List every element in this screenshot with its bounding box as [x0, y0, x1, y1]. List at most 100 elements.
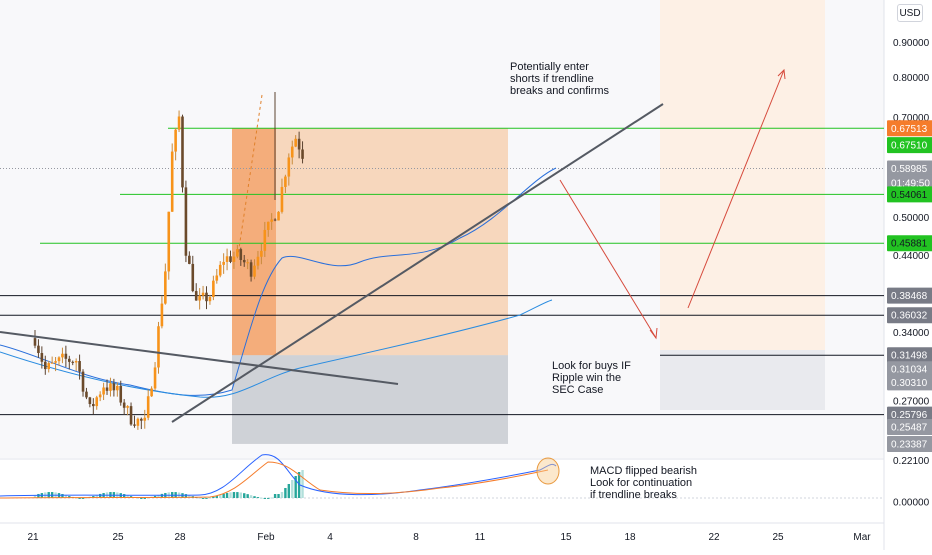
candle-body	[239, 249, 243, 260]
macd-histogram-bar	[98, 493, 102, 498]
macd-histogram-bar	[215, 495, 218, 498]
candle-body	[294, 138, 297, 147]
candle-body	[270, 219, 273, 222]
price-badge	[887, 406, 932, 423]
ma-short-line	[0, 167, 557, 396]
candle-body	[50, 362, 54, 364]
ascending-trendline	[171, 103, 664, 423]
price-badge	[887, 307, 932, 324]
macd-histogram-bar	[146, 497, 150, 499]
macd-histogram-bar	[208, 497, 212, 499]
candle-body	[170, 151, 174, 212]
candle-body	[112, 383, 116, 391]
candle-body	[98, 394, 102, 398]
time-tick-label: 15	[560, 532, 572, 543]
bearish-projection-arrow	[559, 179, 657, 339]
bullish-arrow-head	[777, 68, 786, 80]
price-badge	[887, 418, 932, 435]
annotation-text: Potentially enter	[510, 61, 589, 73]
macd-histogram-bar	[136, 497, 140, 499]
candle-body	[287, 157, 291, 177]
price-badge	[887, 347, 932, 364]
macd-histogram-bar	[140, 497, 143, 499]
candle-body	[164, 271, 167, 304]
macd-histogram-bar	[263, 497, 267, 499]
annotation-text: breaks and confirms	[510, 85, 610, 97]
currency-button[interactable]: USD	[897, 4, 923, 22]
candle-body	[95, 397, 99, 407]
candle-body	[122, 402, 126, 408]
macd-histogram-bar	[253, 496, 256, 498]
macd-histogram-bar	[68, 496, 71, 498]
candle-body	[167, 211, 171, 272]
candle-body	[47, 363, 51, 370]
candle-body	[225, 256, 229, 262]
position-entry-band	[232, 128, 276, 356]
candle-body	[191, 263, 195, 292]
macd-histogram-bar	[294, 476, 297, 498]
candle-body	[146, 396, 150, 418]
candle-body	[260, 250, 263, 257]
price-tick-label: 0.27000	[893, 397, 930, 408]
annotation-text: Look for buys IF	[552, 360, 631, 372]
position-profit-zone	[232, 128, 508, 356]
time-tick-label: 21	[27, 532, 39, 543]
macd-histogram-bar	[273, 494, 277, 498]
candle-body	[153, 367, 157, 389]
price-badge-label: 0.23387	[891, 439, 928, 450]
candle-body	[64, 353, 68, 359]
price-badge	[887, 374, 932, 391]
candle-body	[242, 259, 246, 263]
time-tick-label: Feb	[257, 532, 275, 543]
time-tick-label: Mar	[853, 532, 871, 543]
candle-body	[102, 387, 105, 395]
candle-body	[143, 417, 147, 421]
macd-histogram-bar	[126, 495, 129, 498]
macd-histogram-bar	[95, 494, 98, 498]
price-badge-label: 0.31498	[891, 351, 928, 362]
price-badge	[887, 361, 932, 378]
candle-body	[71, 361, 75, 363]
macd-histogram-bar	[198, 497, 201, 499]
macd-histogram-bar	[143, 497, 146, 499]
candle-body	[157, 326, 160, 368]
price-tick-label: 0.44000	[893, 251, 930, 262]
macd-histogram-bar	[205, 497, 208, 499]
candle-body	[129, 406, 133, 425]
macd-histogram-bar	[37, 493, 40, 498]
macd-histogram-bar	[222, 493, 225, 498]
candle-body	[43, 361, 47, 370]
time-tick-label: 25	[112, 532, 124, 543]
candle-body	[160, 303, 164, 327]
macd-histogram-bar	[64, 495, 68, 498]
candle-body	[61, 353, 64, 358]
price-tick-label: 0.00000	[893, 498, 930, 509]
price-tick-label: 0.22100	[893, 456, 930, 467]
candle-body	[229, 256, 232, 262]
macd-histogram-bar	[184, 494, 188, 498]
price-badge	[887, 120, 932, 137]
macd-histogram-bar	[201, 497, 205, 499]
candle-body	[205, 292, 208, 302]
time-tick-label: 8	[413, 532, 419, 543]
ma-long-line	[0, 299, 553, 398]
time-tick-label: 18	[624, 532, 636, 543]
annotation-text: Look for continuation	[590, 477, 692, 489]
candle-body	[126, 406, 129, 408]
candle-body	[174, 129, 177, 152]
candle-body	[273, 219, 277, 221]
candle-body	[116, 385, 119, 391]
candle-body	[263, 229, 267, 251]
candle-body	[215, 275, 219, 281]
macd-histogram-bar	[260, 497, 263, 499]
price-badge	[887, 160, 932, 177]
candle-body	[232, 256, 236, 262]
macd-histogram-bar	[277, 494, 280, 498]
price-badge-label: 0.25796	[891, 410, 928, 421]
candle-body	[57, 357, 61, 362]
price-tick-label: 0.34000	[893, 328, 930, 339]
annotation-text: SEC Case	[552, 384, 603, 396]
